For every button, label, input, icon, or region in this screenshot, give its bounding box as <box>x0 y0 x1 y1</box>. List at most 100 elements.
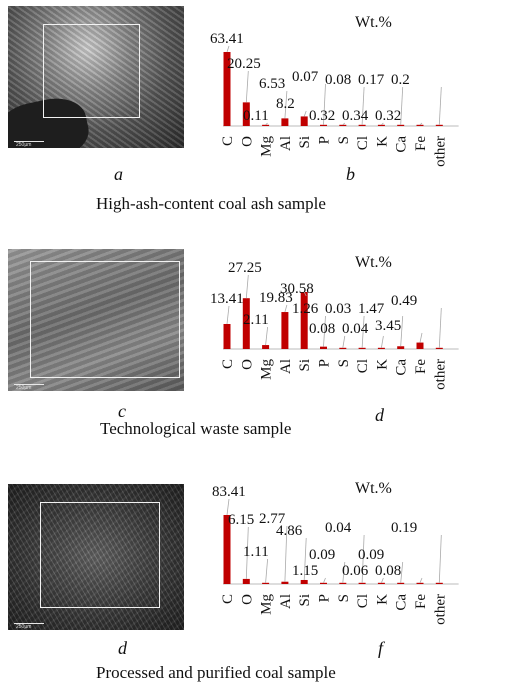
category-label: Mg <box>259 359 275 380</box>
bar-p <box>320 124 327 126</box>
bar-al <box>281 581 289 584</box>
category-label: K <box>374 136 390 147</box>
value-label: 6.15 <box>228 512 254 528</box>
value-label: 0.04 <box>325 520 352 536</box>
category-label: Si <box>297 136 313 149</box>
label-leader <box>381 122 384 126</box>
label-leader <box>419 577 423 583</box>
category-label: Mg <box>259 136 275 157</box>
caption: High-ash-content coal ash sample <box>96 194 326 213</box>
category-label: C <box>220 359 236 369</box>
label-leader <box>303 537 307 580</box>
bar-o <box>242 298 250 349</box>
value-label: 27.25 <box>228 260 262 276</box>
value-label: 0.06 <box>342 563 369 579</box>
value-label: 83.41 <box>212 484 246 500</box>
image-letter: c <box>118 401 126 421</box>
label-leader <box>438 307 442 348</box>
bar-k <box>377 124 385 126</box>
value-label: 0.11 <box>243 108 269 124</box>
label-leader <box>226 498 230 516</box>
bar-cl <box>358 124 366 126</box>
value-label: 13.41 <box>210 291 244 307</box>
label-leader <box>342 122 346 126</box>
value-label: 2.77 <box>259 511 286 527</box>
bar-c <box>223 515 231 584</box>
category-label: P <box>317 594 333 602</box>
bar-ca <box>397 582 405 584</box>
value-label: 0.07 <box>292 69 319 85</box>
category-label: Fe <box>413 359 429 374</box>
label-leader <box>284 304 288 313</box>
caption: Processed and purified coal sample <box>96 663 336 682</box>
value-label: 0.17 <box>358 72 385 88</box>
bar-mg <box>262 124 270 126</box>
sem-image-a: 250µm <box>8 6 184 148</box>
value-label: 0.08 <box>325 72 351 88</box>
category-label: Fe <box>413 594 429 609</box>
category-label: other <box>432 136 448 167</box>
bar-si <box>300 116 308 126</box>
analysis-frame <box>40 502 160 608</box>
bar-fe <box>416 124 424 126</box>
label-leader <box>265 122 268 126</box>
bar-ca <box>397 346 405 349</box>
bar-cl <box>358 347 366 349</box>
value-label: 0.2 <box>391 72 410 88</box>
bar-fe <box>416 582 424 584</box>
value-label: 0.09 <box>358 547 384 563</box>
label-leader <box>361 534 365 583</box>
sem-texture <box>8 484 184 630</box>
chart-letter: d <box>375 405 384 425</box>
label-leader <box>400 86 404 125</box>
category-label: Si <box>297 594 313 607</box>
bar-k <box>377 582 385 584</box>
caption: Technological waste sample <box>100 419 292 438</box>
label-leader <box>265 326 268 346</box>
value-label: 4.86 <box>276 523 303 539</box>
category-label: P <box>317 359 333 367</box>
category-label: Ca <box>394 359 410 376</box>
bar-other <box>435 582 443 584</box>
bar-o <box>242 102 250 126</box>
value-label: 1.11 <box>243 544 269 560</box>
bar-cl <box>358 582 366 584</box>
label-leader <box>284 525 288 582</box>
category-label: O <box>239 359 255 370</box>
label-leader <box>400 561 404 583</box>
category-label: S <box>336 359 352 367</box>
category-label: Ca <box>394 136 410 153</box>
value-label: 63.41 <box>210 31 244 47</box>
label-leader <box>381 335 384 348</box>
category-label: Al <box>278 136 294 151</box>
value-label: 20.25 <box>227 56 261 72</box>
label-leader <box>342 335 346 348</box>
bar-ca <box>397 124 405 126</box>
chart-letter: b <box>346 164 355 184</box>
category-label: K <box>374 359 390 370</box>
category-label: O <box>239 136 255 147</box>
sem-texture <box>8 249 184 391</box>
label-leader <box>323 315 326 347</box>
scale-label: 250µm <box>16 142 32 148</box>
analysis-frame <box>43 24 140 118</box>
value-label: 0.32 <box>309 108 335 124</box>
label-leader <box>342 561 346 583</box>
value-label: 8.2 <box>276 96 295 112</box>
value-label: 19.83 <box>259 290 293 306</box>
chart-title: Wt.% <box>355 254 392 271</box>
label-leader <box>361 315 365 348</box>
label-leader <box>226 305 230 325</box>
label-leader <box>265 558 268 583</box>
chart-title: Wt.% <box>355 480 392 497</box>
category-label: Cl <box>355 594 371 608</box>
category-label: Al <box>278 594 294 609</box>
value-label: 1.15 <box>292 563 318 579</box>
label-leader <box>400 315 404 347</box>
bar-chart: Wt.% 63.41 C 20.25 O 0.11 Mg 6.53 Al 8.2 Si 0.07 P 0.… <box>210 14 459 167</box>
value-label: 1.47 <box>358 301 385 317</box>
value-label: 30.58 <box>280 281 314 297</box>
label-leader <box>226 45 230 53</box>
label-leader <box>245 70 249 103</box>
label-leader <box>323 577 326 583</box>
